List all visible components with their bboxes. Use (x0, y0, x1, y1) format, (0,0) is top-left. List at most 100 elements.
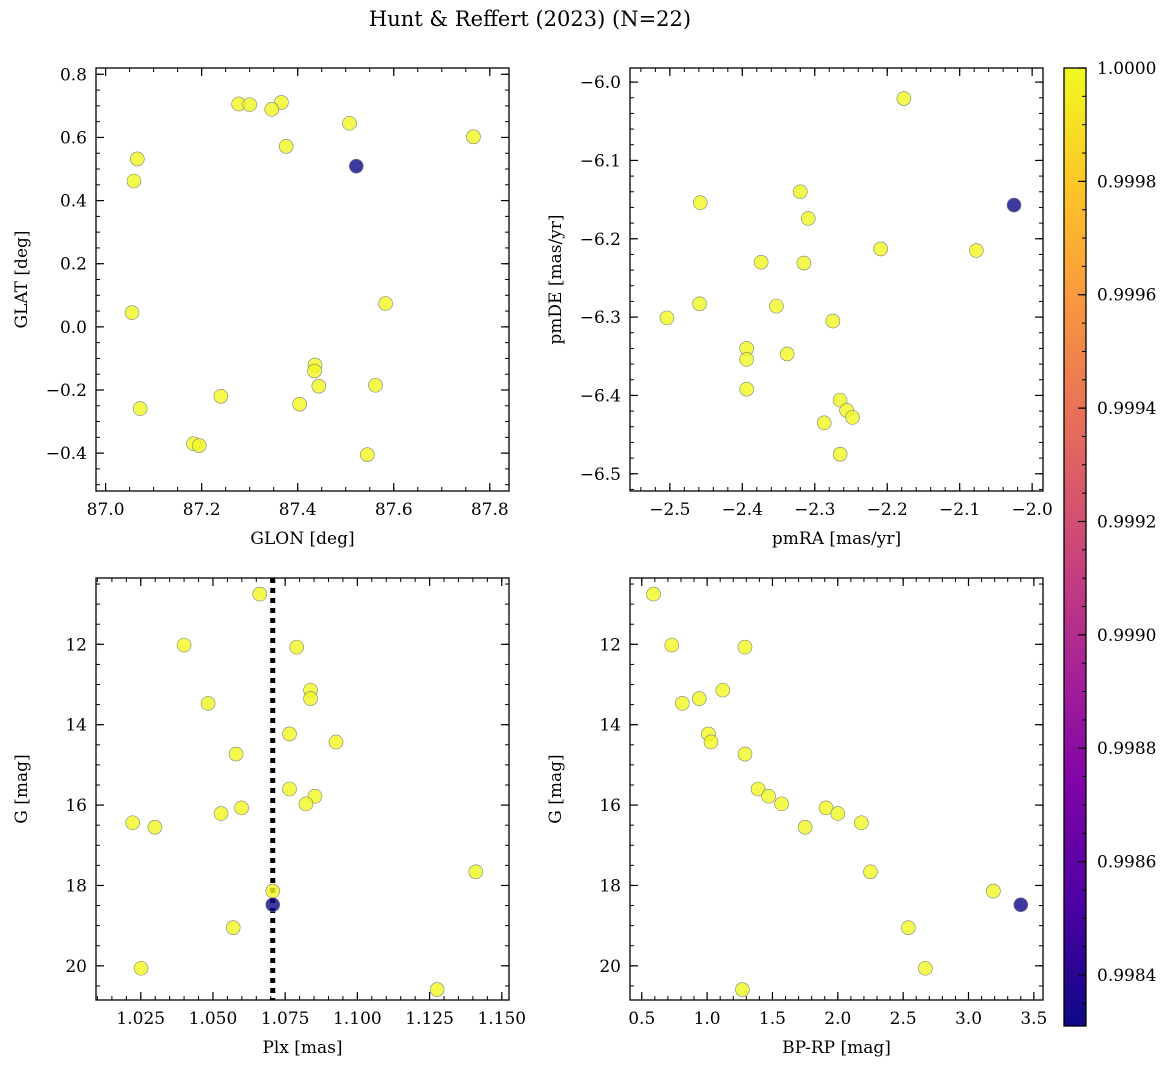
y-tick-label: 12 (65, 635, 87, 655)
scatter-point (715, 682, 731, 698)
y-tick-label: 0.6 (60, 128, 87, 148)
scatter-point (818, 800, 834, 816)
x-tick-label: 87.0 (87, 500, 125, 520)
plot-frame (629, 67, 1044, 492)
scatter-point (753, 254, 769, 270)
panel-plx-g: 1.025 1.050 1.075 1.100 1.125 1.150 12 14 16 18 20… (12, 577, 526, 1058)
scatter-point (191, 438, 207, 453)
x-tick-label: −2.0 (1011, 500, 1052, 520)
colorbar-tick-label: 0.9996 (1097, 286, 1156, 306)
scatter-point (176, 637, 192, 653)
scatter-point (242, 97, 257, 112)
colorbar-tick-label: 0.9988 (1097, 739, 1156, 759)
y-axis-label: GLAT [deg] (12, 230, 32, 328)
x-tick-label: −2.2 (867, 500, 908, 520)
scatter-point (692, 195, 708, 211)
y-tick-label: 16 (65, 796, 87, 816)
scatter-point (854, 815, 869, 831)
y-axis-label: pmDE [mas/yr] (546, 214, 566, 344)
y-tick-label: 18 (599, 876, 621, 896)
x-tick-label: 1.125 (405, 1009, 454, 1029)
scatter-point (213, 806, 229, 821)
scatter-point (863, 864, 878, 880)
scatter-point (896, 91, 912, 106)
scatter-point (264, 102, 280, 117)
y-axis-label: G [mag] (12, 754, 32, 823)
scatter-point (737, 746, 753, 762)
x-tick-label: 1.025 (116, 1009, 165, 1029)
y-tick-label: −6.0 (580, 73, 621, 93)
x-tick-label: 1.150 (477, 1009, 526, 1029)
scatter-point (1006, 197, 1022, 213)
scatter-point (873, 241, 888, 257)
plot-frame (629, 577, 1044, 1001)
colorbar-tick-label: 0.9990 (1097, 626, 1156, 646)
panel-glon-glat: 87.0 87.2 87.4 87.6 87.8 −0.4 −0.2 0.0 0.2 0.4 0.6… (12, 65, 510, 549)
minor-ticks (630, 578, 1043, 1000)
x-tick-label: 1.5 (759, 1009, 786, 1029)
colorbar-tick-label: 0.9986 (1097, 853, 1156, 873)
scatter-point (133, 960, 149, 976)
scatter-point (796, 255, 812, 271)
scatter-point (265, 883, 281, 899)
scatter-point (691, 691, 707, 706)
scatter-point (797, 819, 813, 835)
y-tick-label: −6.2 (580, 230, 621, 250)
scatter-point (278, 138, 294, 154)
scatter-point (769, 298, 784, 314)
y-tick-label: 14 (65, 716, 87, 736)
scatter-point (901, 920, 916, 935)
y-tick-label: −0.4 (46, 444, 87, 464)
scatter-point (303, 691, 318, 706)
x-axis-label: GLON [deg] (250, 529, 354, 549)
scatter-point (779, 346, 795, 362)
scatter-point (659, 310, 675, 326)
scatter-point (735, 982, 750, 997)
colorbar-tick-label: 0.9998 (1097, 172, 1156, 192)
x-tick-label: 87.8 (471, 500, 509, 520)
scatter-points (659, 91, 1022, 462)
y-tick-label: 12 (599, 635, 621, 655)
scatter-point (282, 726, 297, 742)
y-tick-label: 0.8 (60, 65, 87, 85)
scatter-point (845, 410, 860, 425)
y-tick-label: 0.0 (60, 318, 87, 338)
x-tick-label: 2.0 (824, 1009, 851, 1029)
x-tick-label: 0.5 (628, 1009, 655, 1029)
scatter-point (664, 637, 680, 653)
scatter-point (969, 243, 984, 258)
x-tick-label: 87.6 (375, 500, 413, 520)
y-tick-label: −6.3 (580, 308, 621, 328)
panel-pmra-pmde: −2.5 −2.4 −2.3 −2.2 −2.1 −2.0 −6.5 −6.4 −6.3 −6.2… (546, 67, 1053, 549)
scatter-point (298, 796, 314, 812)
scatter-point (800, 211, 816, 226)
scatter-point (692, 296, 707, 312)
scatter-point (986, 883, 1001, 899)
plot-frame (95, 67, 510, 492)
scatter-point (234, 800, 249, 816)
colorbar-tick-label: 1.0000 (1097, 59, 1156, 79)
x-tick-label: 3.5 (1020, 1009, 1047, 1029)
x-tick-label: 87.4 (279, 500, 317, 520)
y-tick-label: 16 (599, 796, 621, 816)
scatter-point (360, 447, 375, 462)
x-tick-label: −2.1 (939, 500, 980, 520)
scatter-point (761, 788, 776, 804)
minor-ticks (96, 68, 509, 491)
scatter-point (265, 897, 281, 913)
scatter-point (918, 960, 933, 976)
scatter-point (147, 819, 163, 835)
scatter-point (468, 864, 484, 880)
scatter-point (646, 586, 661, 602)
scatter-point (832, 446, 848, 462)
major-ticks (96, 578, 509, 1000)
scatter-point (429, 982, 445, 997)
x-axis-label: BP-RP [mag] (782, 1038, 891, 1058)
scatter-point (252, 586, 268, 602)
colorbar-tick-label: 0.9984 (1097, 966, 1156, 986)
scatter-point (739, 381, 754, 397)
x-tick-label: −2.4 (722, 500, 763, 520)
scatter-point (125, 815, 140, 831)
scatter-point (225, 920, 241, 935)
x-tick-label: 2.5 (890, 1009, 917, 1029)
